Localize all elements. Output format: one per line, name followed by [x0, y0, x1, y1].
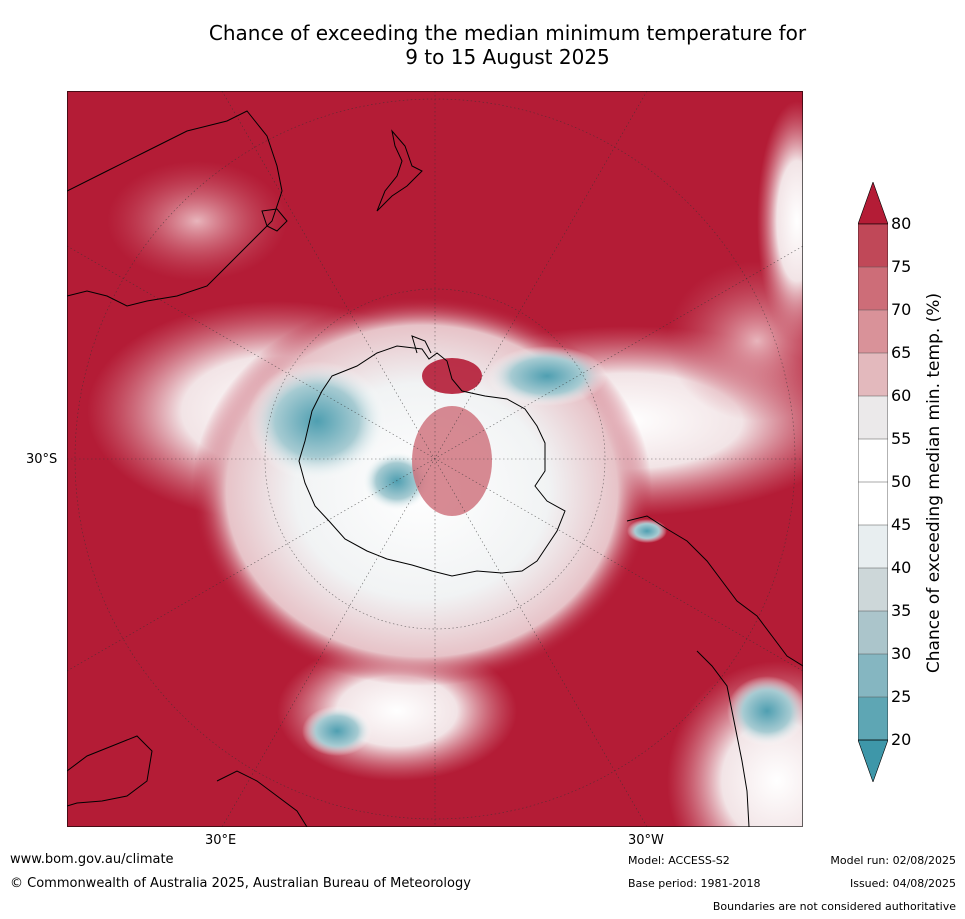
- blue-patch-4: [302, 706, 372, 756]
- colorbar-seg-45-50: [858, 482, 888, 525]
- colorbar-tick: 35: [891, 601, 912, 620]
- africa-coast: [67, 735, 153, 807]
- pale-patch-east-edge: [757, 101, 803, 341]
- south-america-coast-2: [696, 650, 750, 827]
- coastlines: [67, 110, 803, 827]
- map-title-line2: 9 to 15 August 2025: [405, 45, 610, 69]
- pink-patch-nw: [107, 161, 287, 281]
- footer-issued: Issued: 04/08/2025: [849, 877, 956, 890]
- colorbar-tick: 60: [891, 386, 912, 405]
- colorbar-seg-55-60: [858, 396, 888, 439]
- colorbar: [858, 182, 888, 782]
- colorbar-tick: 65: [891, 343, 912, 362]
- colorbar-seg-40-45: [858, 525, 888, 568]
- colorbar-seg-60-65: [858, 353, 888, 396]
- footer-model: Model: ACCESS-S2: [628, 854, 730, 867]
- footer-base-period: Base period: 1981-2018: [628, 877, 761, 890]
- colorbar-seg-35-40: [858, 568, 888, 611]
- graticule: [67, 91, 803, 827]
- footer-boundaries-note: Boundaries are not considered authoritat…: [712, 900, 956, 913]
- warm-patch-peninsula: [412, 406, 492, 516]
- colorbar-tick: 45: [891, 515, 912, 534]
- colorbar-outline: [858, 223, 888, 741]
- probability-map: [67, 91, 803, 827]
- colorbar-bottom-arrow: [858, 739, 888, 782]
- colorbar-tick: 50: [891, 472, 912, 491]
- new-zealand-coast: [376, 129, 423, 212]
- colorbar-tick: 30: [891, 644, 912, 663]
- australia-coast: [67, 110, 283, 307]
- blue-patch-1: [247, 361, 387, 481]
- madagascar-coast: [216, 770, 308, 827]
- colorbar-tick: 20: [891, 730, 912, 749]
- colorbar-seg-20-25: [858, 697, 888, 740]
- latitude-label: 30°S: [26, 452, 58, 467]
- colorbar-tick: 75: [891, 257, 912, 276]
- colorbar-label: Chance of exceeding median min. temp. (%…: [924, 292, 944, 674]
- colorbar-seg-25-30: [858, 654, 888, 697]
- blue-patch-6: [627, 519, 667, 543]
- colorbar-top-arrow: [858, 182, 888, 225]
- colorbar-ticks: 80 75 70 65 60 55 50 45 40 35 30 25 20: [891, 0, 931, 919]
- south-america-coast: [626, 515, 803, 667]
- antarctic-peninsula: [411, 335, 432, 354]
- colorbar-seg-65-70: [858, 310, 888, 353]
- colorbar-seg-30-35: [858, 611, 888, 654]
- blue-patch-5: [727, 676, 803, 746]
- colorbar-tick: 25: [891, 687, 912, 706]
- map-title: Chance of exceeding the median minimum t…: [0, 21, 965, 69]
- footer-url: www.bom.gov.au/climate: [10, 852, 174, 867]
- colorbar-tick: 70: [891, 300, 912, 319]
- blue-patch-2: [487, 346, 607, 406]
- colorbar-separators: [858, 266, 888, 698]
- colorbar-seg-70-75: [858, 267, 888, 310]
- colorbar-tick: 40: [891, 558, 912, 577]
- map-title-line1: Chance of exceeding the median minimum t…: [208, 21, 807, 45]
- footer-copyright: © Commonwealth of Australia 2025, Austra…: [10, 876, 471, 891]
- map-border: [67, 91, 803, 827]
- footer-model-run: Model run: 02/08/2025: [830, 854, 956, 867]
- colorbar-tick: 55: [891, 429, 912, 448]
- warm-patch-weddell: [422, 358, 482, 394]
- colorbar-seg-75-80: [858, 224, 888, 267]
- tasmania-coast: [261, 208, 288, 232]
- antarctica-coast: [298, 345, 566, 577]
- longitude-label-east: 30°E: [205, 833, 237, 848]
- colorbar-tick: 80: [891, 214, 912, 233]
- colorbar-seg-50-55: [858, 439, 888, 482]
- longitude-label-west: 30°W: [628, 833, 664, 848]
- map-canvas: [67, 91, 803, 827]
